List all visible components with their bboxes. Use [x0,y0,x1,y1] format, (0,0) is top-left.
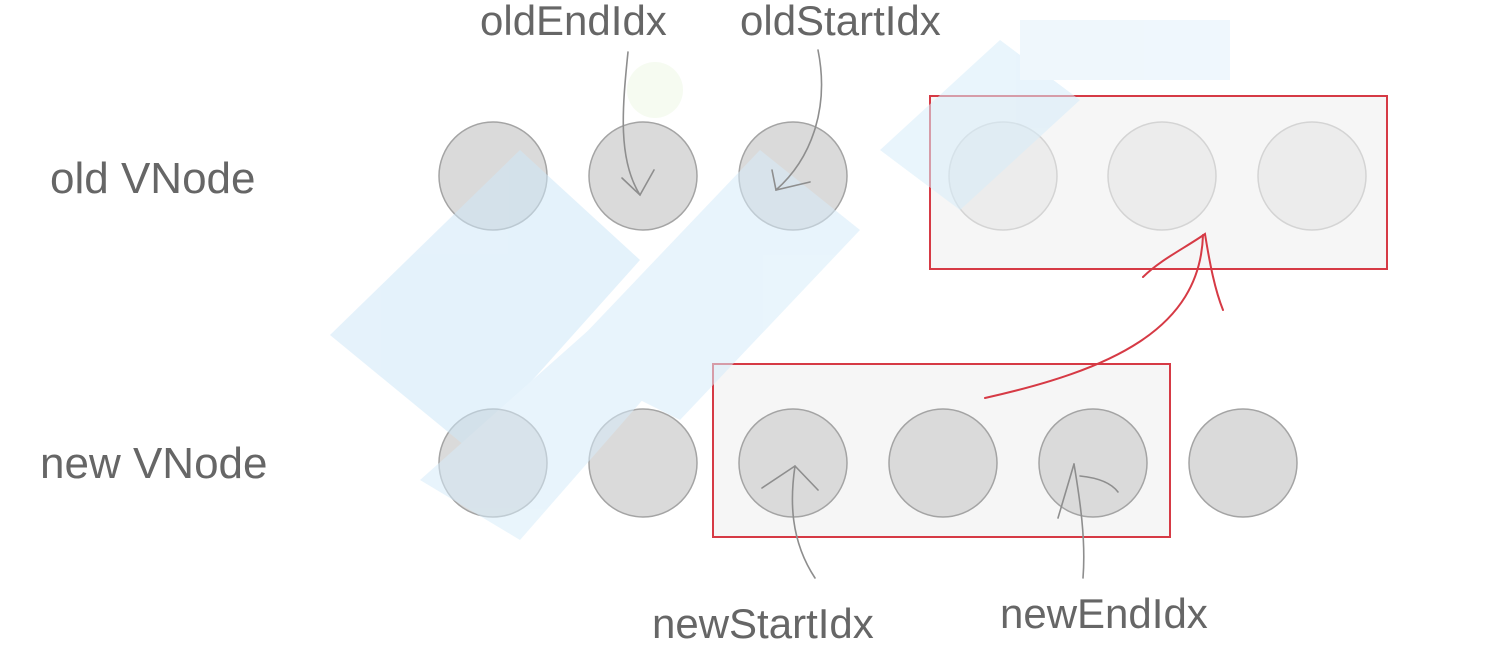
new-vnode-node-4 [888,408,998,518]
new-vnode-node-6 [1188,408,1298,518]
old-start-idx-label: oldStartIdx [740,0,941,44]
new-end-idx-label: newEndIdx [1000,590,1208,637]
old-start-idx-arrow [771,49,823,191]
new-start-idx-label: newStartIdx [652,600,874,647]
new-vnode-row-label: new VNode [40,439,267,488]
move-range-arrow [984,232,1224,399]
old-end-idx-arrow [621,51,655,197]
old-vnode-node-6 [1257,121,1367,231]
new-vnode-node-5 [1038,408,1148,518]
old-vnode-row-label: old VNode [50,154,255,203]
watermark-logo [330,20,1230,540]
old-vnode-node-2 [588,121,698,231]
old-end-idx-label: oldEndIdx [480,0,667,44]
new-vnode-node-2 [588,408,698,518]
new-end-idx-arrow [1057,463,1119,579]
new-start-idx-arrow [761,464,819,579]
old-vnode-node-5 [1107,121,1217,231]
